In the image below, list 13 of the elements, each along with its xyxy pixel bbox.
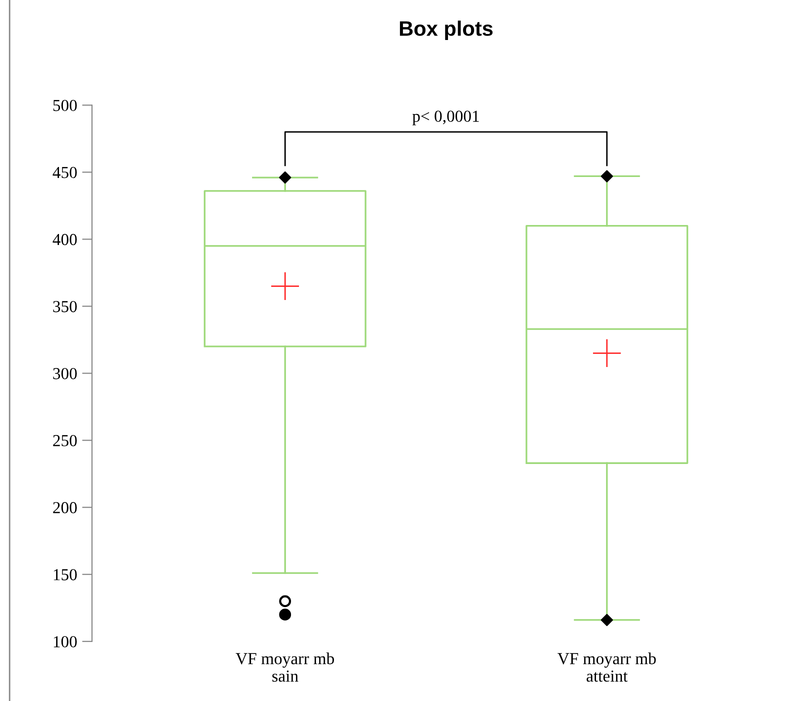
y-tick-label: 150 bbox=[54, 569, 77, 580]
y-tick-label: 450 bbox=[52, 166, 77, 178]
x-tick-label: VF moyarr mb sain bbox=[236, 652, 334, 682]
y-tick-label: 200 bbox=[53, 502, 77, 514]
y-tick-label: 300 bbox=[53, 368, 77, 380]
x-tick-label: VF moyarr mb atteint bbox=[558, 652, 656, 682]
annotation: p< 0,0001 bbox=[412, 110, 479, 126]
chart-title: Box plots bbox=[400, 20, 493, 40]
y-tick-label: 500 bbox=[53, 100, 77, 112]
y-tick-label: 400 bbox=[52, 234, 77, 246]
y-tick-label: 100 bbox=[54, 636, 77, 648]
y-tick-label: 250 bbox=[53, 435, 77, 446]
y-tick-label: 350 bbox=[53, 300, 77, 312]
